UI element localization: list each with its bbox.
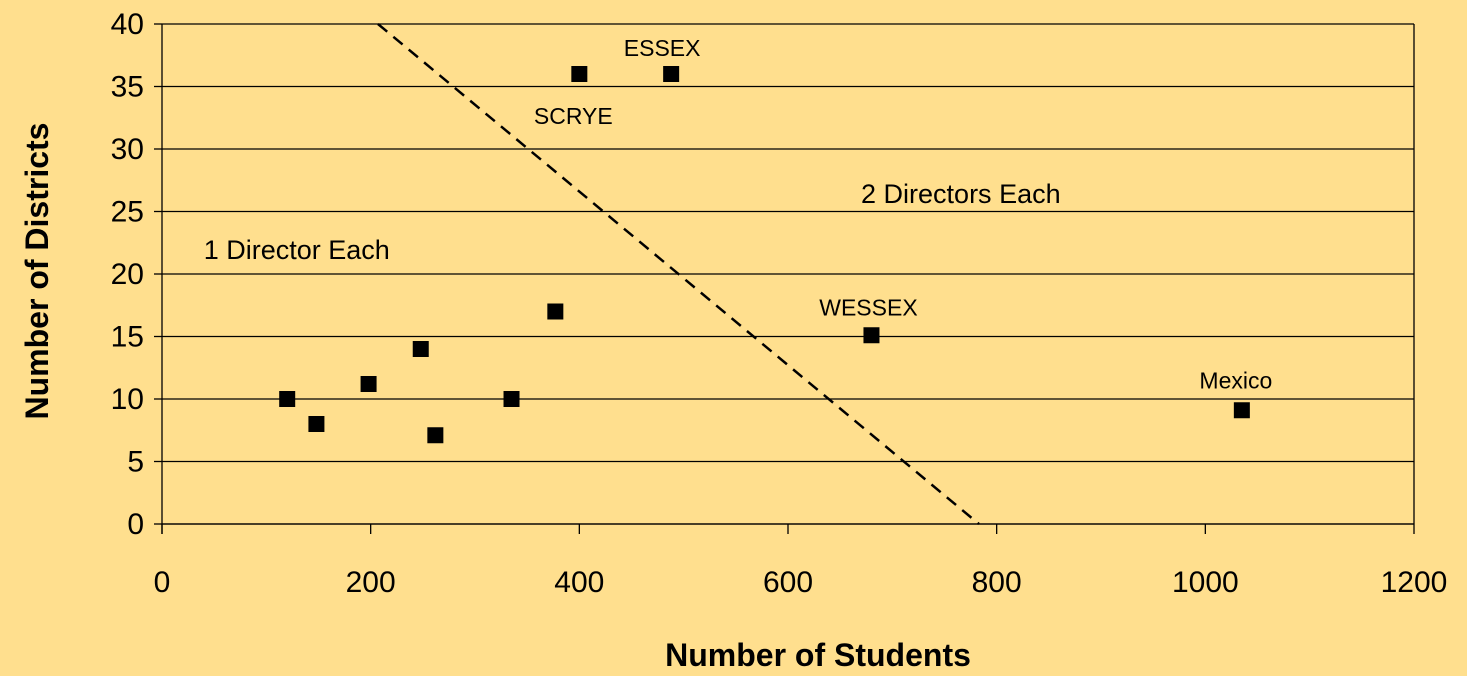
x-tick-label: 1000 <box>1172 566 1239 599</box>
data-point <box>863 327 880 344</box>
gridlines <box>162 23 1414 525</box>
y-tick-label: 15 <box>111 321 144 354</box>
labels: SCRYE ESSEX WESSEX Mexico 1 Director Each 2 D… <box>204 35 1273 393</box>
x-tick-label: 1200 <box>1381 566 1448 599</box>
x-tick-label: 600 <box>763 566 813 599</box>
x-axis-title: Number of Students <box>665 637 971 673</box>
x-tick-label: 0 <box>154 566 171 599</box>
y-tick-label: 25 <box>111 196 144 229</box>
point-label: Mexico <box>1199 367 1272 393</box>
y-tick-label: 10 <box>111 383 144 416</box>
data-point <box>663 66 680 82</box>
x-tick-label: 800 <box>972 566 1022 599</box>
point-label: SCRYE <box>534 103 613 129</box>
dashed-divider-line <box>377 23 980 525</box>
data-point <box>427 427 444 444</box>
y-tick-label: 20 <box>111 258 144 291</box>
data-point <box>547 303 564 320</box>
point-label: WESSEX <box>819 294 917 320</box>
data-point <box>571 66 588 82</box>
region-annotation: 2 Directors Each <box>861 179 1061 209</box>
y-tick-label: 35 <box>111 71 144 104</box>
y-axis-title: Number of Districts <box>19 123 55 420</box>
data-point <box>412 341 429 357</box>
y-tick-label: 0 <box>127 508 144 541</box>
data-point <box>503 391 520 407</box>
data-point <box>360 376 377 392</box>
data-points <box>279 66 1250 444</box>
region-annotation: 1 Director Each <box>204 235 390 265</box>
x-tick-label: 400 <box>554 566 604 599</box>
y-tick-label: 5 <box>127 446 144 479</box>
data-point <box>1233 402 1250 419</box>
divider-line-layer <box>377 23 980 525</box>
y-tick-label: 30 <box>111 133 144 166</box>
y-tick-label: 40 <box>111 8 144 41</box>
data-point <box>279 391 296 407</box>
point-label: ESSEX <box>624 35 701 61</box>
data-point <box>308 416 325 432</box>
x-tick-label: 200 <box>346 566 396 599</box>
